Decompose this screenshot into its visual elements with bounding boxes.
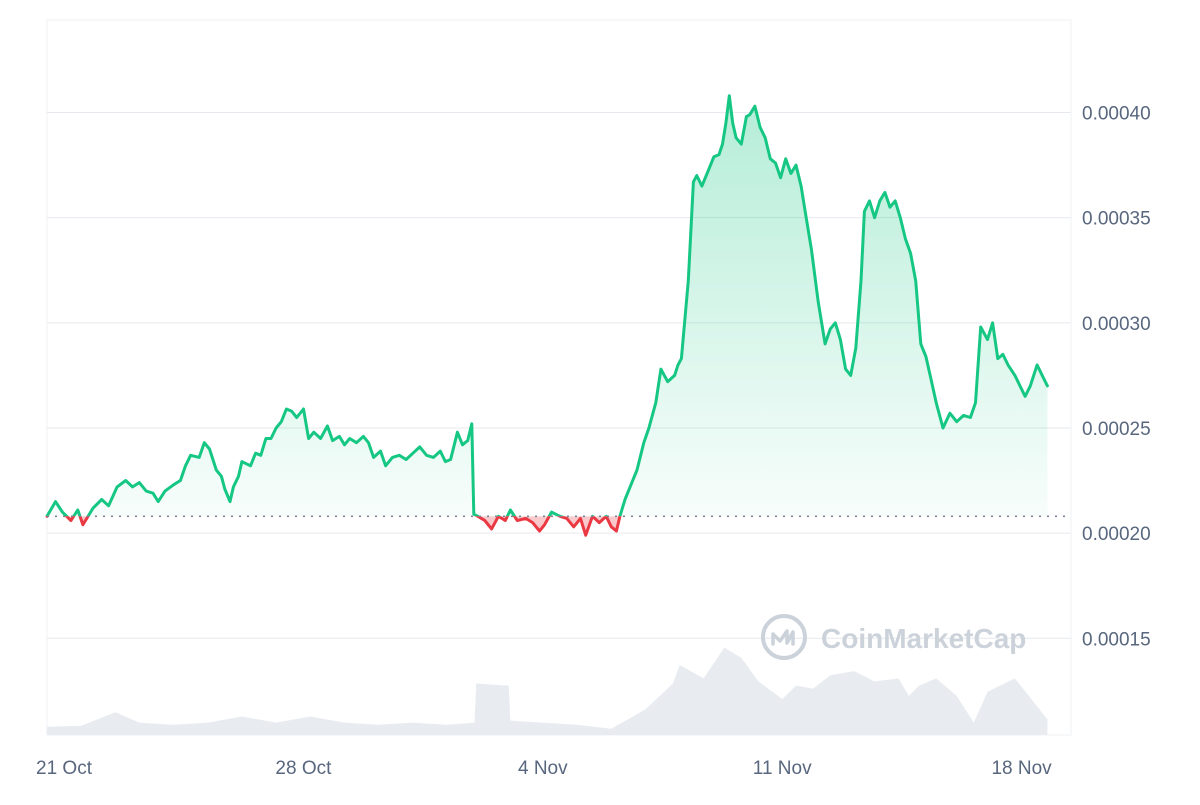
x-tick-label-1: 28 Oct <box>275 758 332 779</box>
y-tick-label-2: 0.00030 <box>1082 314 1151 335</box>
y-axis: 0.00040 0.00035 0.00030 0.00025 0.00020 0.000… <box>1082 104 1151 651</box>
price-line-up <box>45 94 1049 517</box>
x-tick-label-2: 4 Nov <box>518 758 568 779</box>
volume-fill <box>47 647 1048 735</box>
x-tick-label-0: 21 Oct <box>36 758 93 779</box>
y-tick-label-1: 0.00035 <box>1082 209 1151 230</box>
price-area <box>47 95 1048 536</box>
y-tick-label-3: 0.00025 <box>1082 419 1151 440</box>
price-line-down <box>45 516 622 537</box>
price-area-up <box>47 95 1048 517</box>
y-tick-label-4: 0.00020 <box>1082 524 1151 545</box>
price-line <box>45 94 1049 537</box>
watermark: CoinMarketCap <box>761 614 1026 660</box>
x-axis: 21 Oct 28 Oct 4 Nov 11 Nov 18 Nov <box>36 758 1052 779</box>
x-tick-label-3: 11 Nov <box>753 758 812 779</box>
volume-area <box>47 647 1048 735</box>
y-tick-label-5: 0.00015 <box>1082 629 1151 650</box>
y-tick-label-0: 0.00040 <box>1082 104 1151 125</box>
coinmarketcap-logo-icon <box>761 614 807 660</box>
x-tick-label-4: 18 Nov <box>991 758 1052 779</box>
watermark-text: CoinMarketCap <box>821 623 1026 654</box>
